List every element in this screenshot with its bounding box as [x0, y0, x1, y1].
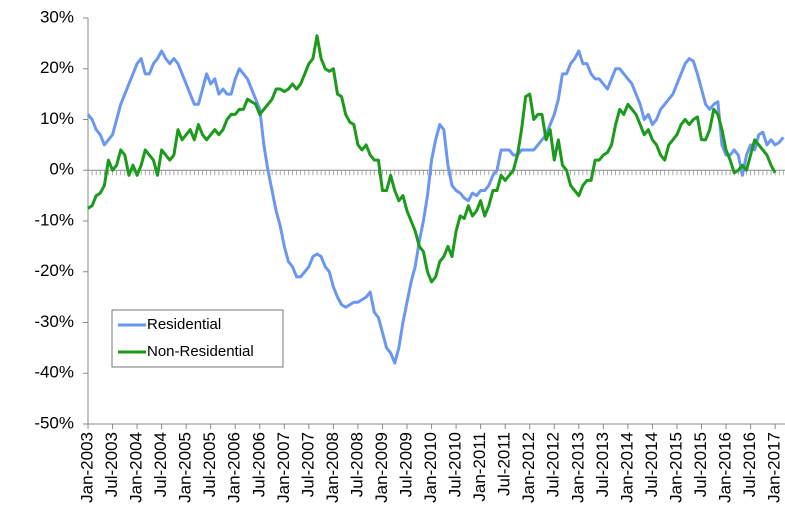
- x-tick-label: Jul-2011: [495, 432, 514, 496]
- y-tick-label: -30%: [34, 312, 74, 331]
- x-tick-label: Jan-2015: [666, 432, 685, 503]
- x-tick-label: Jul-2013: [593, 432, 612, 497]
- x-tick-label: Jul-2012: [544, 432, 563, 497]
- y-tick-label: 0%: [49, 160, 74, 179]
- x-tick-label: Jan-2014: [617, 432, 636, 503]
- y-tick-label: -40%: [34, 363, 74, 382]
- x-tick-label: Jul-2015: [691, 432, 710, 497]
- series-line: [86, 49, 785, 365]
- x-tick-label: Jan-2006: [225, 432, 244, 503]
- x-tick-label: Jul-2016: [740, 432, 759, 497]
- y-tick-label: 10%: [40, 109, 74, 128]
- x-tick-label: Jul-2003: [102, 432, 121, 497]
- x-tick-label: Jan-2012: [519, 432, 538, 503]
- x-tick-label: Jul-2004: [151, 432, 170, 497]
- legend: Residential Non-Residential: [111, 309, 284, 368]
- x-tick-label: Jan-2013: [568, 432, 587, 503]
- x-tick-label: Jan-2005: [176, 432, 195, 503]
- legend-label: Residential: [147, 316, 221, 333]
- x-tick-label: Jan-2017: [765, 432, 784, 503]
- x-tick-label: Jul-2008: [347, 432, 366, 497]
- x-tick-label: Jan-2011: [470, 432, 489, 502]
- x-tick-label: Jul-2006: [249, 432, 268, 497]
- y-tick-label: 30%: [40, 7, 74, 26]
- x-tick-label: Jul-2005: [200, 432, 219, 497]
- x-tick-label: Jan-2016: [716, 432, 735, 503]
- legend-box: [111, 309, 284, 368]
- x-tick-label: Jan-2009: [372, 432, 391, 503]
- x-tick-label: Jul-2007: [298, 432, 317, 497]
- x-tick-label: Jul-2014: [642, 432, 661, 497]
- x-tick-label: Jan-2007: [274, 432, 293, 503]
- y-tick-label: -20%: [34, 261, 74, 280]
- x-tick-label: Jan-2010: [421, 432, 440, 503]
- x-tick-label: Jul-2010: [446, 432, 465, 497]
- y-tick-label: 20%: [40, 58, 74, 77]
- x-tick-label: Jan-2008: [323, 432, 342, 503]
- legend-label: Non-Residential: [147, 343, 254, 360]
- series-line: [87, 34, 777, 284]
- x-tick-label: Jul-2009: [397, 432, 416, 497]
- x-tick-label: Jan-2003: [77, 432, 96, 503]
- y-tick-label: -10%: [34, 210, 74, 229]
- x-tick-label: Jan-2004: [127, 432, 146, 503]
- y-tick-label: -50%: [34, 413, 74, 432]
